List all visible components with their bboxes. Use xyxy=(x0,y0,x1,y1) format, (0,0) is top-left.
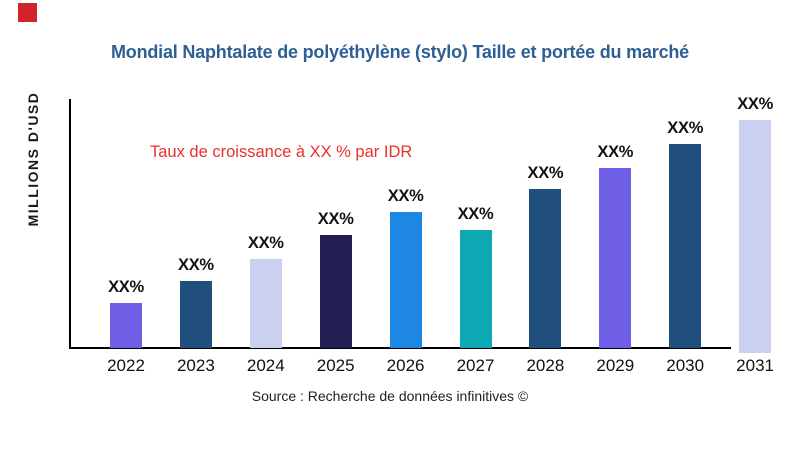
bar-value-label-2031: XX% xyxy=(737,95,773,113)
bar-2026 xyxy=(389,212,422,348)
bar-2023 xyxy=(179,281,212,348)
x-tick-label-2027: 2027 xyxy=(456,356,495,375)
bar-2030 xyxy=(669,144,702,348)
x-tick-label-2024: 2024 xyxy=(246,356,285,375)
bar-2031 xyxy=(739,120,772,353)
bar-value-label-2028: XX% xyxy=(527,164,564,182)
x-axis-line xyxy=(69,347,731,349)
x-tick-label-2031: 2031 xyxy=(736,356,774,375)
bar-2027 xyxy=(459,230,492,348)
y-axis-line xyxy=(69,99,71,349)
x-tick-label-2030: 2030 xyxy=(666,356,705,375)
bar-value-label-2025: XX% xyxy=(317,210,354,228)
bar-2025 xyxy=(319,235,352,348)
brand-mark-red-square xyxy=(18,3,37,22)
bar-2024 xyxy=(249,259,282,348)
x-tick-label-2026: 2026 xyxy=(386,356,425,375)
bar-2022 xyxy=(110,303,142,348)
bar-2028 xyxy=(529,189,562,348)
x-tick-label-2028: 2028 xyxy=(526,356,565,375)
x-tick-label-2022: 2022 xyxy=(107,356,145,375)
x-tick-label-2029: 2029 xyxy=(596,356,635,375)
bar-2029 xyxy=(599,168,632,348)
bar-value-label-2022: XX% xyxy=(108,278,144,296)
x-tick-label-2025: 2025 xyxy=(316,356,355,375)
source-note: Source : Recherche de données infinitive… xyxy=(251,388,529,404)
bar-value-label-2030: XX% xyxy=(667,119,704,137)
bar-value-label-2029: XX% xyxy=(597,143,634,161)
bar-value-label-2027: XX% xyxy=(457,205,494,223)
y-axis-label: MILLIONS D'USD xyxy=(25,91,41,227)
page-title: Mondial Naphtalate de polyéthylène (styl… xyxy=(111,42,689,62)
growth-rate-annotation: Taux de croissance à XX % par IDR xyxy=(150,143,413,161)
bar-value-label-2023: XX% xyxy=(177,256,214,274)
bar-value-label-2024: XX% xyxy=(247,234,284,252)
bar-value-label-2026: XX% xyxy=(387,187,424,205)
x-tick-label-2023: 2023 xyxy=(176,356,215,375)
